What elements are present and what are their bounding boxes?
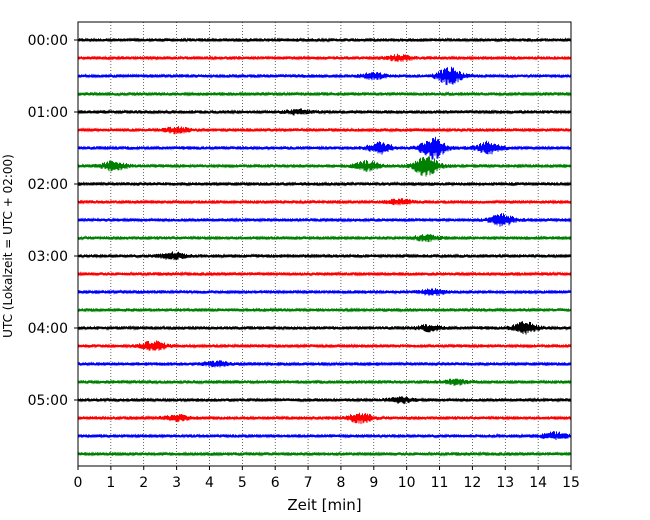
x-tick-label: 13 [496, 475, 514, 491]
trace-line [77, 431, 572, 441]
x-tick-label: 8 [336, 475, 345, 491]
trace-line [77, 360, 572, 368]
trace-line [77, 307, 572, 313]
x-tick-label: 11 [431, 475, 449, 491]
trace-line [77, 251, 572, 261]
trace-line [77, 321, 572, 335]
trace-line [77, 53, 572, 63]
trace-line [77, 270, 572, 278]
trace-line [77, 340, 572, 352]
trace-line [77, 288, 572, 296]
x-tick-label: 15 [562, 475, 580, 491]
trace-line [77, 378, 572, 386]
trace-line [77, 213, 572, 227]
x-tick-label: 4 [205, 475, 214, 491]
x-tick-label: 14 [529, 475, 547, 491]
x-tick-label: 1 [106, 475, 115, 491]
y-tick-label: 03:00 [28, 249, 68, 265]
vertical-grid [110, 22, 539, 466]
x-tick-label: 0 [74, 475, 83, 491]
trace-line [77, 136, 572, 160]
trace-line [77, 180, 572, 187]
y-axis-ticks: 00:00 01:00 02:00 03:00 04:00 05:00 [28, 33, 78, 409]
trace-line [77, 412, 572, 425]
y-tick-label: 01:00 [28, 105, 68, 121]
y-tick-label: 04:00 [28, 321, 68, 337]
trace-line [77, 156, 572, 177]
y-axis-label: UTC (Lokalzeit = UTC + 02:00) [1, 154, 15, 338]
trace-line [77, 91, 572, 98]
trace-line [77, 234, 572, 243]
x-tick-label: 10 [398, 475, 416, 491]
trace-line [77, 198, 572, 206]
y-tick-label: 02:00 [28, 177, 68, 193]
y-tick-label: 05:00 [28, 393, 68, 409]
x-tick-label: 2 [139, 475, 148, 491]
x-axis-ticks: 0 1 2 3 4 5 6 7 8 9 10 11 12 13 14 15 [74, 466, 580, 491]
trace-line [77, 108, 572, 116]
y-tick-label: 00:00 [28, 33, 68, 49]
plot-frame [77, 21, 572, 467]
trace-line [77, 450, 572, 458]
x-tick-label: 12 [463, 475, 481, 491]
x-tick-label: 5 [238, 475, 247, 491]
x-tick-label: 7 [304, 475, 313, 491]
x-tick-label: 6 [271, 475, 280, 491]
trace-group [77, 36, 572, 458]
trace-line [77, 66, 572, 86]
trace-line [77, 396, 572, 405]
trace-line [77, 126, 572, 135]
trace-line [77, 36, 572, 44]
x-axis-label: Zeit [min] [287, 496, 361, 514]
x-tick-label: 9 [369, 475, 378, 491]
x-tick-label: 3 [172, 475, 181, 491]
